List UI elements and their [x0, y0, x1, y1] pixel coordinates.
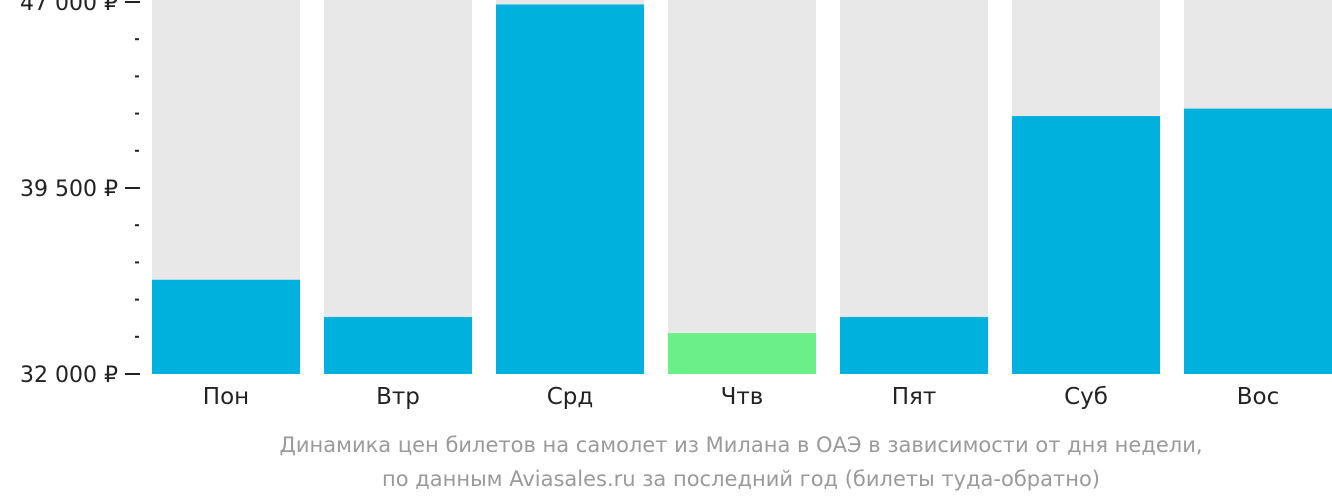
bar-2 — [324, 316, 472, 374]
x-category-label: Срд — [547, 384, 594, 410]
x-category-label: Пят — [892, 384, 937, 410]
bar-4 — [668, 333, 816, 374]
bar-5 — [840, 316, 988, 374]
bar-7 — [1184, 108, 1332, 374]
x-category-label: Втр — [376, 384, 420, 410]
x-category-label: Чтв — [721, 384, 764, 410]
y-tick-label: 32 000 ₽ — [20, 363, 118, 388]
bar-background — [668, 0, 816, 374]
chart-caption: Динамика цен билетов на самолет из Милан… — [0, 428, 1332, 496]
caption-line-1: Динамика цен билетов на самолет из Милан… — [279, 433, 1203, 457]
price-chart: 47 000 ₽ 39 500 ₽ 32 000 ₽ Пон Втр Срд Чтв Пят С… — [20, 0, 1332, 410]
x-category-label: Суб — [1064, 384, 1108, 410]
x-category-label: Вос — [1237, 384, 1280, 410]
bar-background — [840, 0, 988, 374]
y-tick-label: 47 000 ₽ — [20, 0, 118, 16]
caption-line-2: по данным Aviasales.ru за последний год … — [382, 467, 1100, 491]
bar-background — [324, 0, 472, 374]
y-tick-label: 39 500 ₽ — [20, 177, 118, 202]
bar-1 — [152, 279, 300, 374]
bar-3 — [496, 4, 644, 374]
x-category-label: Пон — [203, 384, 249, 410]
bar-6 — [1012, 116, 1160, 374]
